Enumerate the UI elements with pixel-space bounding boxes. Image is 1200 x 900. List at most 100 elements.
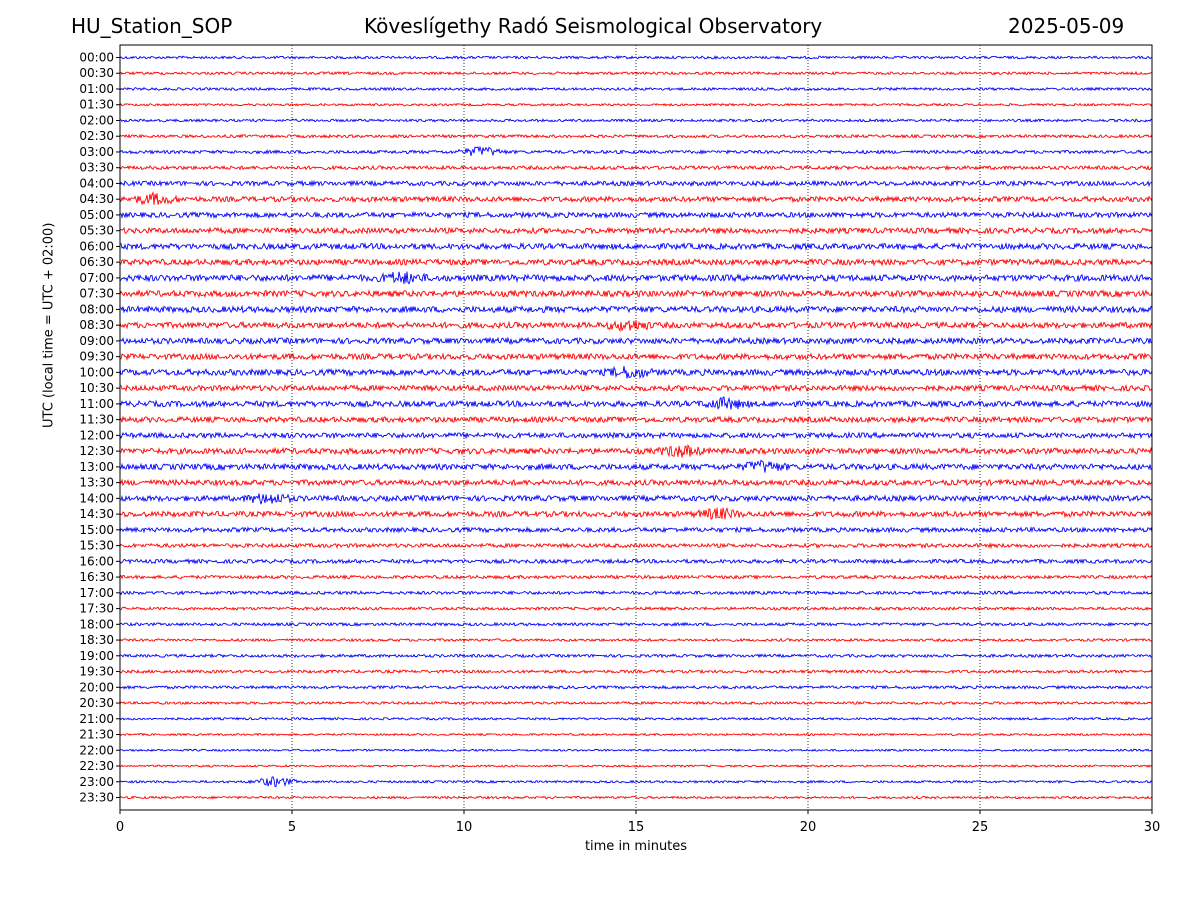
y-tick-label: 15:00 bbox=[79, 523, 114, 537]
trace-1030 bbox=[119, 383, 1153, 393]
trace-1730 bbox=[119, 605, 1153, 612]
trace-0900 bbox=[119, 336, 1153, 346]
trace-2230 bbox=[119, 764, 1153, 768]
trace-1800 bbox=[120, 621, 1153, 627]
y-tick-label: 04:00 bbox=[79, 176, 114, 190]
y-tick-label: 07:00 bbox=[79, 271, 114, 285]
x-tick-label: 30 bbox=[1144, 820, 1161, 835]
date-label: 2025-05-09 bbox=[1008, 14, 1125, 38]
y-tick-label: 20:30 bbox=[79, 696, 114, 710]
x-tick-label: 5 bbox=[288, 820, 296, 835]
y-tick-label: 05:00 bbox=[79, 208, 114, 222]
y-tick-label: 01:30 bbox=[79, 98, 114, 112]
trace-0130 bbox=[119, 102, 1153, 107]
y-tick-label: 19:00 bbox=[79, 649, 114, 663]
y-tick-label: 06:00 bbox=[79, 239, 114, 253]
y-tick-label: 21:30 bbox=[79, 728, 114, 742]
y-tick-label: 16:00 bbox=[79, 554, 114, 568]
x-axis-ticks: 0 5 10 15 20 25 30 bbox=[116, 810, 1160, 835]
y-tick-label: 09:30 bbox=[79, 350, 114, 364]
trace-2300 bbox=[119, 776, 1153, 788]
trace-1300 bbox=[119, 459, 1153, 473]
trace-0430 bbox=[119, 191, 1153, 206]
y-tick-label: 10:00 bbox=[79, 365, 114, 379]
y-tick-label: 02:30 bbox=[79, 129, 114, 143]
trace-1630 bbox=[119, 574, 1153, 581]
trace-0000 bbox=[119, 55, 1153, 60]
y-tick-label: 13:00 bbox=[79, 460, 114, 474]
trace-1930 bbox=[119, 668, 1153, 675]
seismic-traces bbox=[119, 55, 1153, 800]
y-tick-label: 06:30 bbox=[79, 255, 114, 269]
trace-2200 bbox=[119, 748, 1153, 753]
y-tick-label: 08:00 bbox=[79, 302, 114, 316]
trace-0100 bbox=[119, 86, 1153, 92]
y-tick-label: 17:00 bbox=[79, 586, 114, 600]
y-tick-label: 01:00 bbox=[79, 82, 114, 96]
y-tick-label: 00:00 bbox=[79, 51, 114, 65]
y-axis-label: UTC (local time = UTC + 02:00) bbox=[41, 222, 57, 428]
y-tick-label: 16:30 bbox=[79, 570, 114, 584]
trace-0500 bbox=[119, 210, 1153, 220]
y-tick-label: 18:00 bbox=[79, 617, 114, 631]
y-tick-label: 23:00 bbox=[79, 775, 114, 789]
trace-1100 bbox=[119, 396, 1153, 410]
y-tick-label: 03:30 bbox=[79, 161, 114, 175]
trace-0400 bbox=[119, 179, 1153, 188]
y-tick-label: 11:00 bbox=[79, 397, 114, 411]
trace-2130 bbox=[119, 732, 1153, 737]
y-tick-label: 19:30 bbox=[79, 665, 114, 679]
y-tick-label: 04:30 bbox=[79, 192, 114, 206]
y-tick-label: 11:30 bbox=[79, 413, 114, 427]
y-tick-label: 08:30 bbox=[79, 318, 114, 332]
trace-0830 bbox=[119, 319, 1153, 333]
trace-0700 bbox=[119, 271, 1153, 285]
x-tick-label: 25 bbox=[972, 820, 989, 835]
trace-0530 bbox=[119, 226, 1153, 235]
trace-1130 bbox=[119, 415, 1153, 425]
trace-1230 bbox=[119, 444, 1153, 458]
trace-0630 bbox=[119, 257, 1153, 267]
grid-lines bbox=[291, 45, 981, 810]
trace-1330 bbox=[119, 478, 1153, 487]
y-tick-label: 23:30 bbox=[79, 791, 114, 805]
trace-1530 bbox=[119, 542, 1153, 550]
x-tick-label: 20 bbox=[800, 820, 817, 835]
trace-0800 bbox=[119, 304, 1153, 315]
trace-0200 bbox=[119, 118, 1153, 123]
trace-1400 bbox=[119, 493, 1153, 505]
trace-1500 bbox=[119, 525, 1153, 534]
x-tick-label: 15 bbox=[628, 820, 645, 835]
trace-0930 bbox=[119, 352, 1153, 362]
trace-0600 bbox=[119, 241, 1153, 251]
trace-1000 bbox=[119, 365, 1153, 379]
y-tick-label: 00:30 bbox=[79, 66, 114, 80]
trace-0230 bbox=[119, 133, 1153, 139]
y-tick-label: 13:30 bbox=[79, 476, 114, 490]
x-tick-label: 10 bbox=[456, 820, 473, 835]
y-tick-label: 17:30 bbox=[79, 602, 114, 616]
x-tick-label: 0 bbox=[116, 820, 124, 835]
y-tick-label: 02:00 bbox=[79, 113, 114, 127]
y-tick-label: 09:00 bbox=[79, 334, 114, 348]
y-tick-label: 10:30 bbox=[79, 381, 114, 395]
trace-1430 bbox=[119, 507, 1153, 520]
trace-2000 bbox=[119, 684, 1153, 691]
y-tick-label: 15:30 bbox=[79, 539, 114, 553]
y-tick-label: 03:00 bbox=[79, 145, 114, 159]
trace-1830 bbox=[119, 637, 1153, 643]
trace-2330 bbox=[119, 795, 1153, 800]
trace-2100 bbox=[119, 716, 1153, 721]
trace-1600 bbox=[119, 557, 1153, 565]
y-tick-label: 20:00 bbox=[79, 680, 114, 694]
y-tick-label: 22:00 bbox=[79, 743, 114, 757]
y-tick-label: 12:00 bbox=[79, 428, 114, 442]
y-tick-label: 22:30 bbox=[79, 759, 114, 773]
trace-0030 bbox=[119, 70, 1153, 76]
trace-1700 bbox=[119, 590, 1153, 596]
trace-1200 bbox=[119, 431, 1153, 440]
x-axis-label: time in minutes bbox=[585, 839, 687, 854]
y-tick-label: 14:00 bbox=[79, 491, 114, 505]
